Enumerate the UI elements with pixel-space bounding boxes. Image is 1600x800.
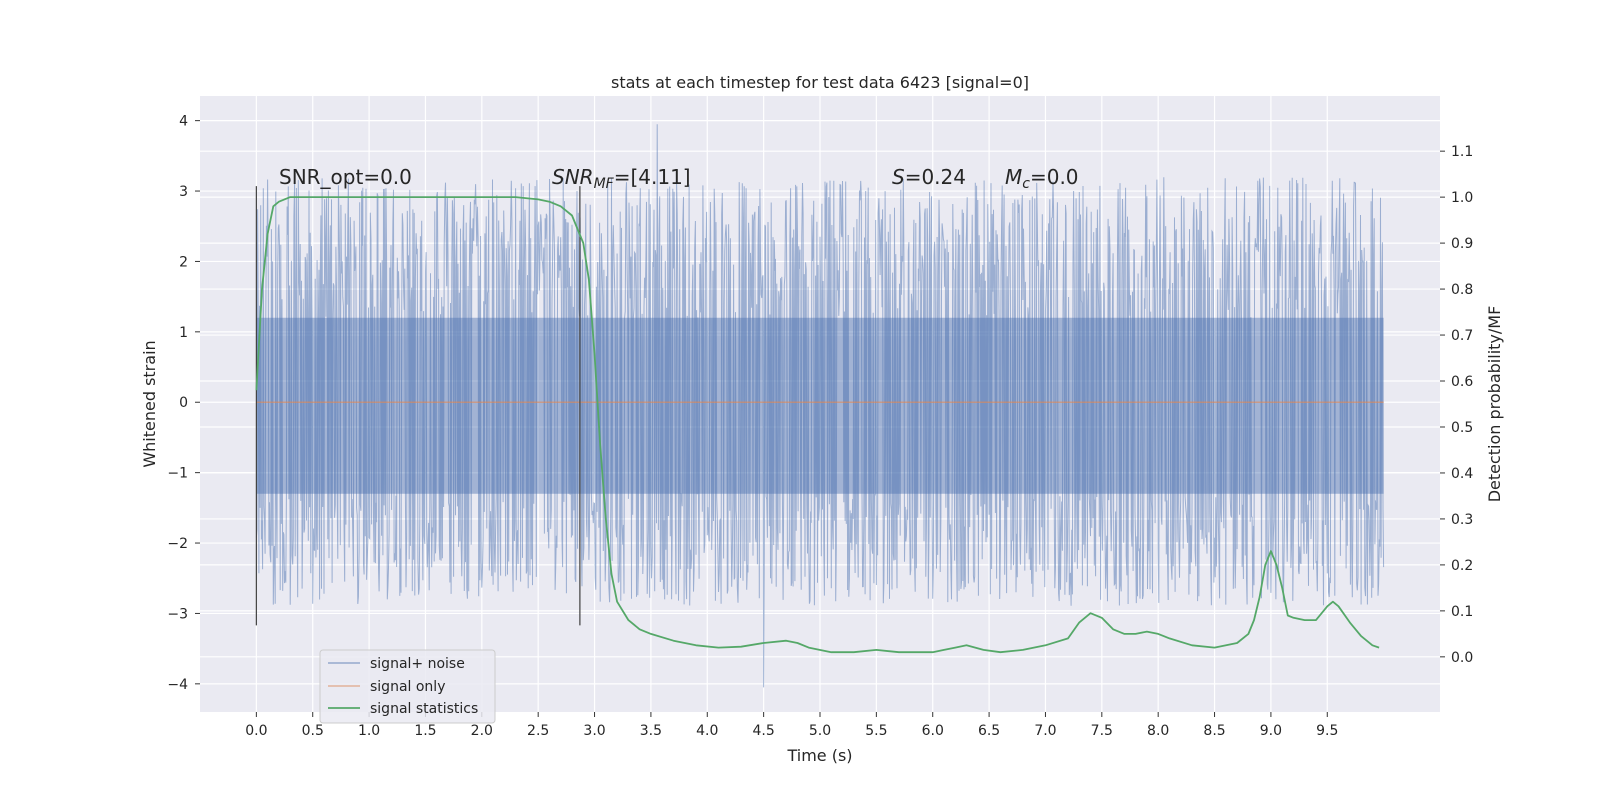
x-tick-label: 4.0	[696, 723, 718, 739]
y-axis-ticks: 4 3 2 1 0 −1 −2 −3 −4	[167, 114, 200, 693]
legend-label-statistics: signal statistics	[370, 701, 478, 717]
noise-core-band	[256, 317, 1384, 494]
annotation-s: S=0.24	[892, 165, 966, 189]
x-tick-label: 3.5	[640, 723, 662, 739]
annotation-mc-value: =0.0	[1030, 165, 1079, 189]
y-tick-label: −1	[167, 466, 188, 482]
noise-series	[255, 124, 1385, 688]
x-tick-label: 6.0	[922, 723, 944, 739]
y2-axis-label: Detection probability/MF	[1485, 306, 1504, 503]
annotation-mc-sub: c	[1022, 176, 1030, 192]
x-tick-label: 7.5	[1091, 723, 1113, 739]
annotation-snr-opt: SNR_opt=0.0	[279, 165, 412, 189]
y-tick-label: 2	[179, 254, 188, 270]
y2-tick-label: 1.1	[1451, 144, 1473, 160]
annotation-snr-mf-main: SNR	[552, 165, 594, 189]
y-tick-label: 1	[179, 325, 188, 341]
x-tick-label: 5.5	[865, 723, 887, 739]
y2-tick-label: 1.0	[1451, 190, 1473, 206]
y2-tick-label: 0.2	[1451, 558, 1473, 574]
annotation-snr-mf: SNRMF=[4.11]	[552, 165, 691, 192]
y-tick-label: −3	[167, 606, 188, 622]
x-tick-label: 7.0	[1034, 723, 1056, 739]
x-tick-label: 4.5	[753, 723, 775, 739]
annotation-s-main: S	[892, 165, 905, 189]
legend-label-signal: signal only	[370, 679, 445, 695]
x-tick-label: 3.0	[583, 723, 605, 739]
statistics-series	[255, 196, 1380, 654]
x-tick-label: 1.0	[358, 723, 380, 739]
x-tick-label: 2.0	[471, 723, 493, 739]
statistics-line	[255, 196, 1380, 654]
x-tick-label: 9.0	[1260, 723, 1282, 739]
annotation-mc-main: M	[1005, 165, 1022, 189]
legend: signal+ noise signal only signal statist…	[319, 649, 496, 724]
y2-tick-label: 0.4	[1451, 466, 1473, 482]
y2-tick-label: 0.6	[1451, 374, 1473, 390]
y2-tick-label: 0.8	[1451, 282, 1473, 298]
x-tick-label: 8.5	[1203, 723, 1225, 739]
noise-line	[255, 124, 1385, 688]
annotation-snr-mf-value: =[4.11]	[614, 165, 691, 189]
vertical-markers	[255, 186, 581, 626]
y2-tick-label: 0.3	[1451, 512, 1473, 528]
annotation-mc: Mc=0.0	[1005, 165, 1079, 192]
y2-tick-label: 0.9	[1451, 236, 1473, 252]
y2-tick-label: 0.1	[1451, 604, 1473, 620]
y-tick-label: −2	[167, 536, 188, 552]
y2-tick-label: 0.0	[1451, 650, 1473, 666]
x-tick-label: 8.0	[1147, 723, 1169, 739]
x-tick-label: 9.5	[1316, 723, 1338, 739]
chart-title: stats at each timestep for test data 642…	[611, 73, 1029, 92]
annotation-snr-mf-sub: MF	[594, 176, 615, 192]
annotation-s-value: =0.24	[905, 165, 966, 189]
legend-box	[319, 649, 496, 724]
x-tick-label: 0.5	[302, 723, 324, 739]
y-tick-label: 3	[179, 184, 188, 200]
x-axis-ticks: 0.0 0.5 1.0 1.5 2.0 2.5 3.0 3.5 4.0 4.5 5.0 5.5 6.0 6…	[245, 712, 1338, 739]
x-tick-label: 6.5	[978, 723, 1000, 739]
y2-tick-label: 0.5	[1451, 420, 1473, 436]
x-tick-label: 0.0	[245, 723, 267, 739]
x-tick-label: 1.5	[414, 723, 436, 739]
legend-label-noise: signal+ noise	[370, 656, 465, 672]
x-tick-label: 5.0	[809, 723, 831, 739]
y-axis-label: Whitened strain	[140, 340, 159, 467]
y-tick-label: 4	[179, 114, 188, 130]
y2-tick-label: 0.7	[1451, 328, 1473, 344]
y2-axis-ticks: 1.1 1.0 0.9 0.8 0.7 0.6 0.5 0.4 0.3 0.2 0.1 0.0	[1440, 144, 1473, 666]
y-tick-label: 0	[179, 395, 188, 411]
x-tick-label: 2.5	[527, 723, 549, 739]
y-tick-label: −4	[167, 677, 188, 693]
x-axis-label: Time (s)	[786, 746, 852, 765]
